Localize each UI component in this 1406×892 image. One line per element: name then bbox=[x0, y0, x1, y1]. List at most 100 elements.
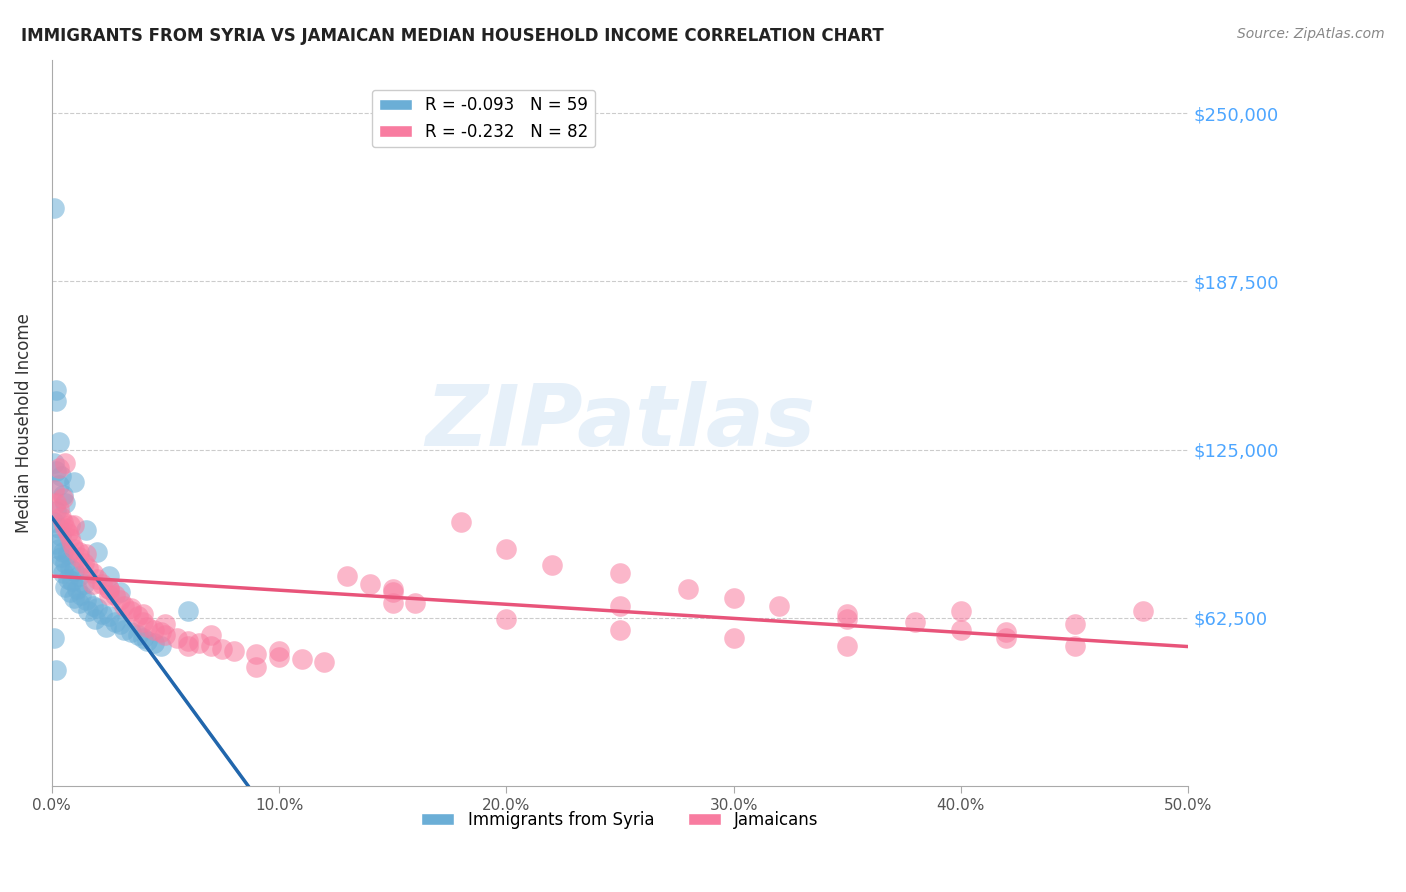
Point bbox=[200, 628, 222, 642]
Point bbox=[149, 625, 172, 640]
Point bbox=[114, 599, 136, 613]
Point bbox=[59, 517, 82, 532]
Point bbox=[56, 572, 79, 586]
Point bbox=[42, 483, 65, 497]
Point bbox=[495, 542, 517, 557]
Point bbox=[837, 612, 859, 626]
Point bbox=[42, 456, 65, 470]
Point bbox=[67, 545, 90, 559]
Point bbox=[136, 633, 159, 648]
Point bbox=[48, 520, 70, 534]
Point bbox=[995, 631, 1018, 645]
Point bbox=[72, 577, 94, 591]
Point bbox=[48, 434, 70, 449]
Point bbox=[63, 517, 86, 532]
Point bbox=[77, 604, 100, 618]
Point bbox=[56, 525, 79, 540]
Point bbox=[1132, 604, 1154, 618]
Point bbox=[450, 515, 472, 529]
Point bbox=[49, 529, 72, 543]
Point bbox=[48, 542, 70, 557]
Point bbox=[837, 607, 859, 621]
Point bbox=[177, 633, 200, 648]
Point bbox=[359, 577, 381, 591]
Point bbox=[63, 475, 86, 489]
Point bbox=[120, 601, 142, 615]
Point bbox=[314, 655, 336, 669]
Point bbox=[149, 639, 172, 653]
Point bbox=[131, 631, 153, 645]
Point bbox=[49, 469, 72, 483]
Point bbox=[166, 631, 188, 645]
Point bbox=[77, 561, 100, 575]
Point bbox=[136, 620, 159, 634]
Point bbox=[155, 628, 177, 642]
Point bbox=[48, 477, 70, 491]
Point bbox=[45, 394, 67, 409]
Text: Source: ZipAtlas.com: Source: ZipAtlas.com bbox=[1237, 27, 1385, 41]
Point bbox=[676, 582, 699, 597]
Point bbox=[381, 596, 404, 610]
Point bbox=[63, 591, 86, 605]
Point bbox=[52, 488, 75, 502]
Point bbox=[60, 537, 83, 551]
Point bbox=[609, 566, 631, 581]
Point bbox=[108, 585, 131, 599]
Point bbox=[108, 593, 131, 607]
Point bbox=[63, 564, 86, 578]
Point bbox=[66, 582, 89, 597]
Point bbox=[1063, 617, 1085, 632]
Point bbox=[104, 615, 127, 629]
Point bbox=[60, 574, 83, 589]
Point bbox=[127, 628, 149, 642]
Point bbox=[52, 566, 75, 581]
Point bbox=[177, 639, 200, 653]
Point bbox=[42, 515, 65, 529]
Point bbox=[55, 556, 77, 570]
Point bbox=[222, 644, 245, 658]
Point bbox=[120, 604, 142, 618]
Point bbox=[131, 615, 153, 629]
Point bbox=[120, 625, 142, 640]
Point bbox=[188, 636, 211, 650]
Point bbox=[768, 599, 790, 613]
Point bbox=[143, 636, 166, 650]
Point bbox=[45, 537, 67, 551]
Point bbox=[177, 604, 200, 618]
Point bbox=[45, 496, 67, 510]
Point bbox=[104, 588, 127, 602]
Point bbox=[291, 652, 314, 666]
Point bbox=[59, 532, 82, 546]
Point bbox=[86, 601, 108, 615]
Point bbox=[97, 588, 120, 602]
Point bbox=[48, 558, 70, 573]
Point bbox=[49, 550, 72, 565]
Point bbox=[90, 607, 112, 621]
Point bbox=[495, 612, 517, 626]
Point bbox=[114, 623, 136, 637]
Point bbox=[267, 644, 290, 658]
Point bbox=[72, 556, 94, 570]
Point bbox=[59, 585, 82, 599]
Point bbox=[97, 569, 120, 583]
Point bbox=[52, 515, 75, 529]
Point bbox=[609, 623, 631, 637]
Point bbox=[97, 582, 120, 597]
Point bbox=[67, 569, 90, 583]
Point bbox=[200, 639, 222, 653]
Point bbox=[45, 663, 67, 677]
Point bbox=[336, 569, 359, 583]
Point bbox=[404, 596, 426, 610]
Point bbox=[45, 504, 67, 518]
Point bbox=[70, 588, 93, 602]
Point bbox=[42, 201, 65, 215]
Point bbox=[75, 593, 97, 607]
Point bbox=[127, 609, 149, 624]
Point bbox=[155, 617, 177, 632]
Point bbox=[82, 599, 104, 613]
Text: ZIPatlas: ZIPatlas bbox=[425, 381, 815, 464]
Point bbox=[82, 577, 104, 591]
Point bbox=[49, 509, 72, 524]
Point bbox=[837, 639, 859, 653]
Point bbox=[540, 558, 562, 573]
